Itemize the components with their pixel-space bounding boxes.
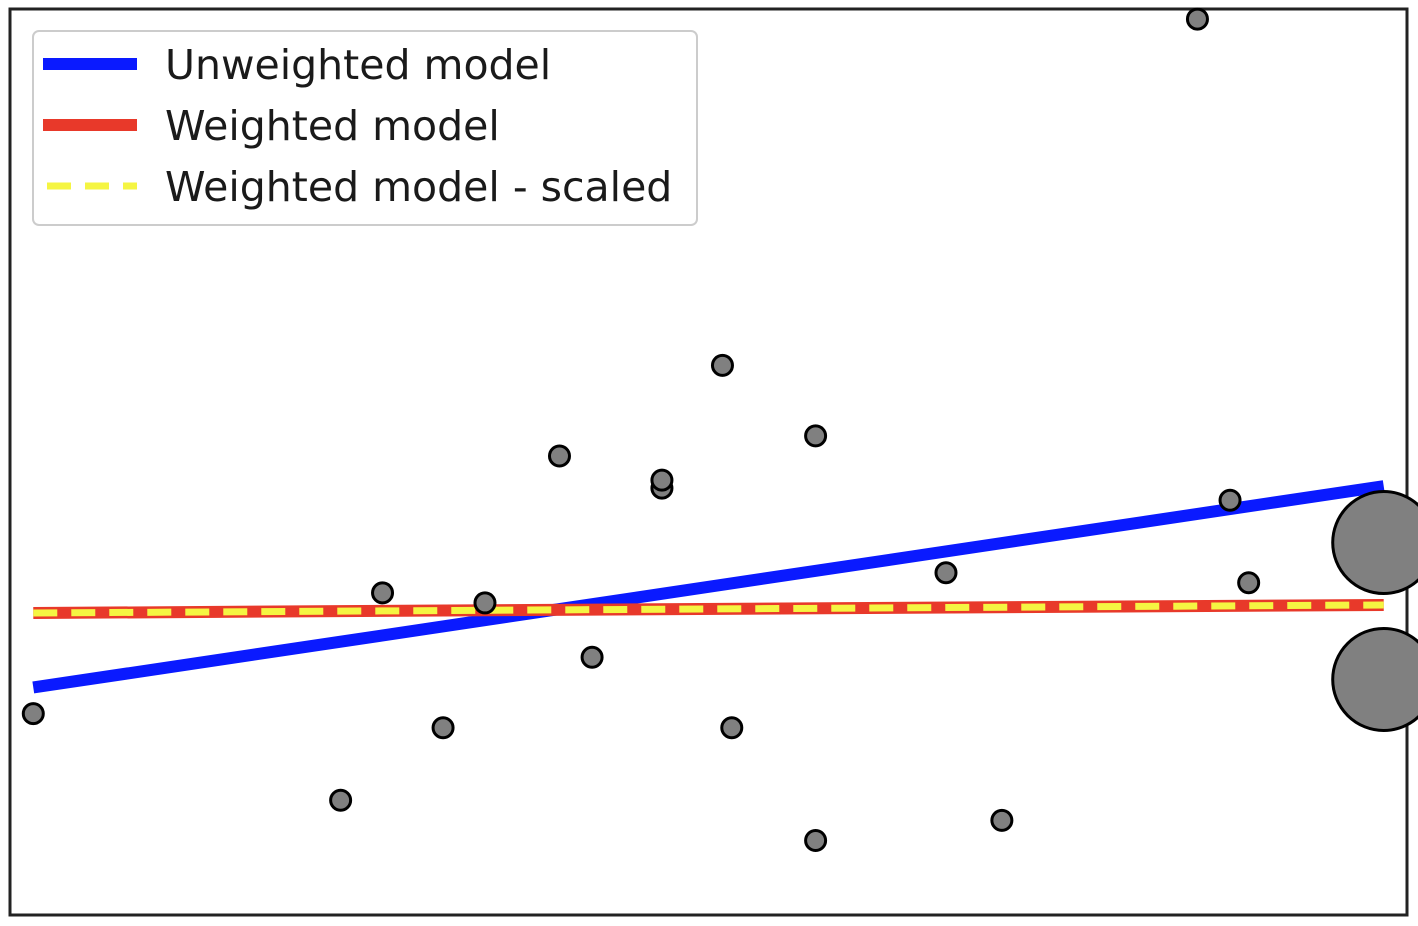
legend: Unweighted model Weighted model Weighted… — [32, 30, 698, 226]
data-point — [720, 716, 744, 740]
data-point — [1331, 626, 1418, 732]
legend-label-weighted-scaled: Weighted model - scaled — [165, 163, 672, 211]
data-point — [431, 716, 455, 740]
line-weighted-model-scaled — [33, 601, 1384, 617]
data-point — [804, 829, 828, 853]
data-point — [1237, 571, 1261, 595]
data-point — [329, 788, 353, 812]
line-unweighted-model — [32, 480, 1385, 694]
legend-box — [32, 30, 698, 226]
model-lines — [32, 480, 1385, 694]
data-point — [21, 702, 45, 726]
data-point — [934, 561, 958, 585]
data-point — [1185, 7, 1209, 31]
data-point — [710, 353, 734, 377]
data-point — [804, 424, 828, 448]
data-points — [21, 7, 1418, 853]
data-point — [580, 645, 604, 669]
data-point — [650, 468, 674, 492]
legend-label-unweighted: Unweighted model — [165, 41, 551, 89]
data-point — [371, 581, 395, 605]
data-point — [473, 591, 497, 615]
legend-label-weighted: Weighted model — [165, 102, 500, 150]
data-point — [1331, 490, 1418, 596]
data-point — [990, 808, 1014, 832]
data-point — [1218, 488, 1242, 512]
data-point — [547, 444, 571, 468]
